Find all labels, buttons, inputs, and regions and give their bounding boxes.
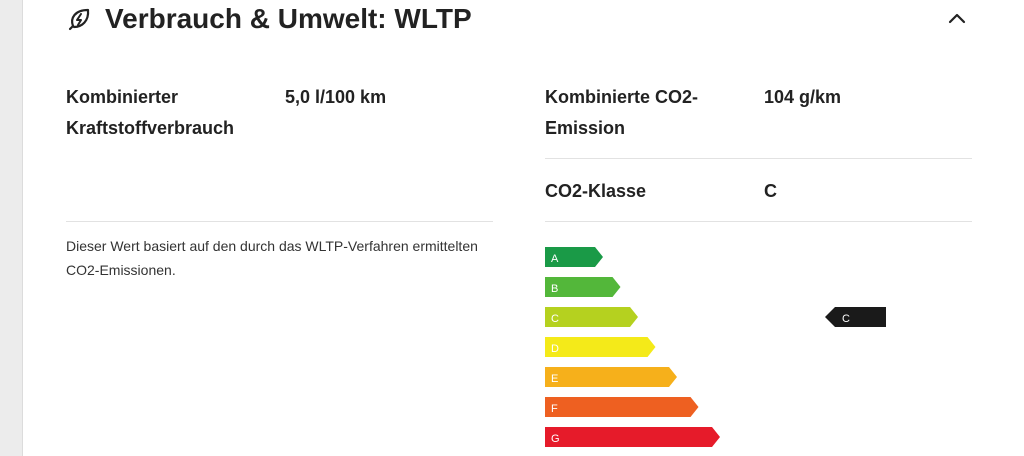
class-bar-letter: C [551, 313, 559, 325]
section-header[interactable]: Verbrauch & Umwelt: WLTP [23, 0, 1024, 40]
divider [545, 221, 972, 222]
class-bar-letter: G [551, 433, 560, 445]
class-bar-letter: A [551, 253, 559, 265]
co2-efficiency-label: A B C C D E F G [545, 246, 925, 456]
class-bar-letter: B [551, 283, 558, 295]
divider [66, 221, 493, 222]
class-bar-letter: E [551, 373, 558, 385]
selected-class-marker-shape [825, 307, 886, 327]
co2-class-label: CO2-Klasse [545, 181, 647, 201]
class-bar-shape [545, 337, 656, 357]
class-bar-a: A [545, 247, 603, 267]
selected-class-marker-letter: C [842, 313, 850, 325]
class-bar-letter: F [551, 403, 558, 415]
class-bar-shape [545, 427, 720, 447]
co2-emission-value: 104 g/km [764, 87, 842, 107]
consumption-environment-panel: Verbrauch & Umwelt: WLTP Kombinierter Kr… [22, 0, 1024, 456]
consumption-label: Kombinierter Kraftstoffverbrauch [66, 87, 235, 138]
wltp-note: Dieser Wert basiert auf den durch das WL… [66, 238, 478, 278]
class-bar-letter: D [551, 343, 559, 355]
co2-emission-label: Kombinierte CO2-Emission [545, 87, 699, 138]
class-bar-d: D [545, 337, 656, 357]
class-bar-e: E [545, 367, 677, 387]
co2-class-value: C [764, 181, 777, 201]
class-bar-b: B [545, 277, 621, 297]
divider [545, 158, 972, 159]
class-bar-c: C [545, 307, 638, 327]
class-bar-shape [545, 307, 638, 327]
class-bar-shape [545, 397, 699, 417]
class-bar-shape [545, 367, 677, 387]
lightning-leaf-icon [68, 8, 90, 31]
co2-efficiency-scale: A B C C D E F G [545, 247, 886, 447]
consumption-value: 5,0 l/100 km [285, 87, 387, 107]
class-bar-g: G [545, 427, 720, 447]
section-title: Verbrauch & Umwelt: WLTP [105, 3, 472, 34]
chevron-up-icon[interactable] [946, 9, 968, 27]
selected-class-marker: C [825, 307, 886, 327]
class-bar-f: F [545, 397, 699, 417]
class-bar-shape [545, 277, 621, 297]
class-bar-shape [545, 247, 603, 267]
